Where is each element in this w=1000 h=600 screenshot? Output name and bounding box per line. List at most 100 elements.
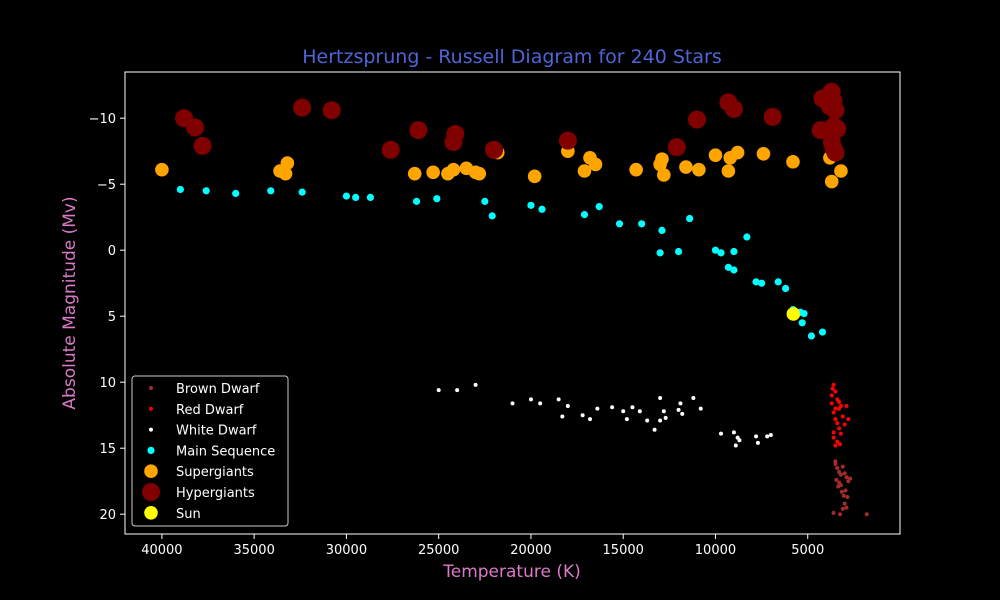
red-dwarf-point (837, 406, 842, 411)
hypergiants-point (558, 131, 577, 150)
white-dwarf-point (658, 418, 663, 423)
supergiants-point (834, 164, 848, 178)
main-sequence-point (580, 210, 589, 219)
legend-marker-brown-dwarf (149, 386, 153, 390)
main-sequence-point (730, 247, 738, 256)
x-tick-label: 40000 (141, 543, 182, 558)
main-sequence-point (615, 220, 624, 228)
x-tick-label: 35000 (233, 543, 274, 558)
brown-dwarf-point (833, 459, 838, 464)
white-dwarf-point (652, 427, 657, 432)
supergiants-point (588, 157, 603, 172)
red-dwarf-point (838, 442, 843, 447)
red-dwarf-point (829, 401, 834, 406)
legend-marker-white-dwarf (149, 427, 153, 432)
white-dwarf-point (754, 434, 759, 439)
hypergiants-point (322, 101, 341, 120)
main-sequence-point (481, 197, 489, 205)
supergiants-point (756, 147, 771, 161)
brown-dwarf-point (842, 471, 847, 476)
brown-dwarf-point (838, 472, 843, 477)
red-dwarf-point (844, 403, 849, 408)
main-sequence-point (595, 203, 603, 211)
main-sequence-point (674, 247, 683, 256)
white-dwarf-point (624, 417, 629, 422)
series-sun (786, 307, 801, 321)
main-sequence-point (527, 201, 535, 209)
main-sequence-point (752, 278, 760, 286)
y-tick-label: 10 (99, 376, 116, 391)
main-sequence-point (758, 279, 766, 287)
y-tick-label: 5 (108, 310, 116, 325)
legend-marker-sun (144, 506, 158, 520)
main-sequence-point (807, 332, 816, 340)
x-tick-label: 20000 (510, 543, 551, 558)
brown-dwarf-point (835, 466, 840, 470)
legend-marker-main-sequence (147, 446, 155, 454)
brown-dwarf-point (841, 493, 846, 498)
brown-dwarf-point (834, 477, 839, 482)
supergiants-point (278, 166, 293, 181)
x-tick-label: 15000 (603, 543, 644, 558)
supergiants-point (527, 169, 542, 184)
red-dwarf-point (830, 386, 835, 391)
hypergiants-point (381, 140, 400, 159)
main-sequence-point (488, 212, 496, 220)
white-dwarf-point (768, 433, 773, 437)
white-dwarf-point (755, 440, 760, 445)
white-dwarf-point (680, 411, 685, 416)
white-dwarf-point (528, 397, 533, 402)
hypergiants-point (688, 110, 707, 129)
white-dwarf-point (560, 414, 565, 419)
main-sequence-point (366, 193, 375, 201)
brown-dwarf-point (840, 464, 845, 469)
main-sequence-point (656, 249, 664, 257)
main-sequence-point (774, 278, 782, 286)
white-dwarf-point (663, 415, 668, 420)
hypergiants-point (667, 138, 686, 157)
brown-dwarf-point (845, 495, 850, 500)
red-dwarf-point (835, 439, 840, 444)
series-main-sequence (176, 185, 827, 340)
brown-dwarf-point (842, 501, 847, 506)
plot-frame (124, 71, 901, 535)
red-dwarf-point (831, 382, 836, 387)
brown-dwarf-point (848, 476, 853, 481)
hypergiants-point (293, 98, 312, 117)
white-dwarf-point (698, 406, 703, 411)
brown-dwarf-point (838, 512, 843, 517)
main-sequence-point (800, 309, 808, 318)
white-dwarf-point (630, 405, 635, 410)
white-dwarf-point (737, 438, 742, 443)
y-tick-label: 20 (99, 508, 116, 523)
supergiants-point (426, 165, 440, 180)
main-sequence-point (638, 220, 646, 228)
supergiants-point (472, 166, 487, 181)
legend-box (131, 375, 289, 527)
red-dwarf-point (835, 421, 840, 426)
main-sequence-point (352, 193, 360, 201)
x-axis-title: Temperature (K) (442, 562, 581, 582)
x-tick-label: 10000 (695, 543, 736, 558)
legend-label-hypergiants: Hypergiants (176, 486, 255, 501)
chart-title: Hertzsprung - Russell Diagram for 240 St… (302, 46, 721, 68)
main-sequence-point (267, 187, 275, 195)
white-dwarf-point (676, 407, 681, 412)
legend-label-white-dwarf: White Dwarf (176, 424, 257, 439)
axis-ticks: 40000 35000 30000 25000 20000 15000 10000 5000 −… (89, 112, 825, 558)
white-dwarf-point (595, 406, 600, 411)
hypergiants-point (446, 125, 465, 144)
x-tick-label: 5000 (791, 543, 824, 558)
brown-dwarf-point (838, 483, 843, 488)
main-sequence-point (717, 249, 725, 257)
red-dwarf-point (840, 414, 845, 419)
supergiants-point (577, 164, 592, 178)
supergiants-point (679, 160, 693, 174)
red-dwarf-point (831, 410, 836, 415)
hypergiants-point (409, 121, 428, 140)
white-dwarf-point (473, 382, 478, 387)
supergiants-point (629, 162, 643, 177)
red-dwarf-point (833, 417, 838, 422)
legend: Brown Dwarf Red Dwarf White Dwarf Main Sequ… (131, 375, 289, 527)
